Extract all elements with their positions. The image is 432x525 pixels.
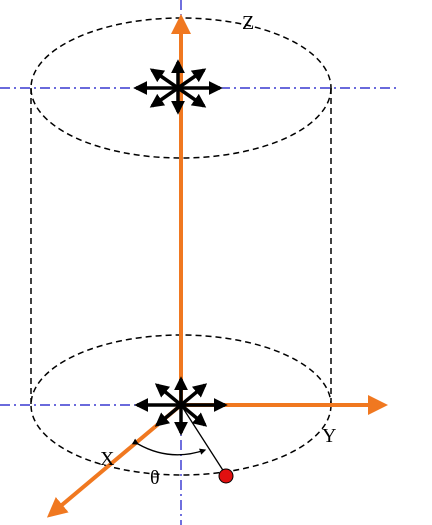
radius-line: [180, 404, 227, 476]
x-axis-label: X: [100, 448, 115, 470]
y-axis-label: Y: [322, 425, 336, 447]
red-dot-icon: [218, 468, 234, 484]
theta-arc: [131, 438, 207, 456]
radial-arrows-icon: [133, 59, 223, 115]
radial-arrows-icon: [134, 376, 228, 436]
theta-label: θ: [150, 467, 160, 489]
z-axis-label: Z: [242, 12, 254, 34]
